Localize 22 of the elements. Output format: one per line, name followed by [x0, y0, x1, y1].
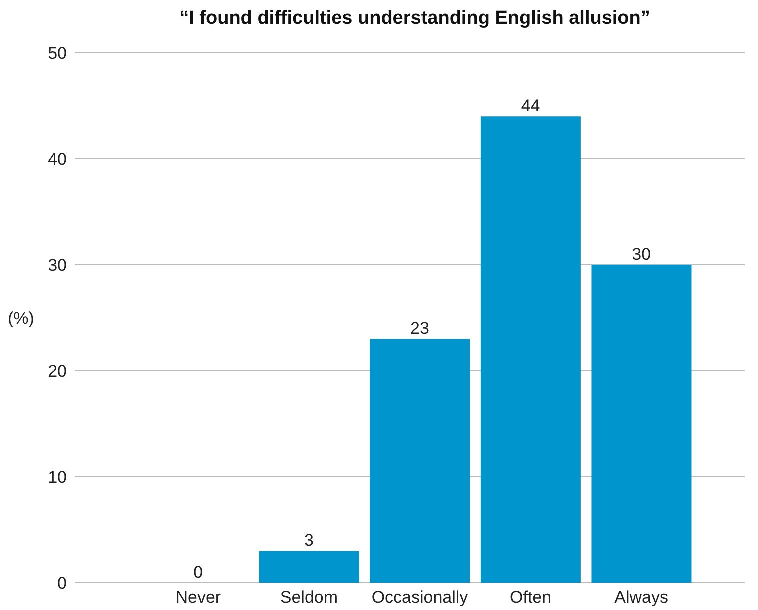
data-label: 44	[521, 96, 540, 116]
bar	[592, 265, 692, 583]
bar	[259, 551, 360, 583]
y-tick-label: 10	[48, 468, 67, 488]
x-tick-label: Often	[510, 588, 552, 608]
data-label: 30	[632, 245, 652, 264]
x-tick-label: Always	[614, 588, 669, 608]
y-tick-label: 20	[48, 362, 67, 382]
bar	[370, 339, 470, 583]
data-label: 0	[194, 563, 204, 582]
x-tick-label: Seldom	[280, 588, 338, 608]
y-tick-label: 0	[58, 574, 67, 594]
data-label: 23	[410, 319, 430, 338]
x-tick-label: Never	[176, 588, 222, 608]
chart-title: “I found difficulties understanding English allusion”	[178, 8, 652, 30]
bar	[480, 116, 581, 583]
data-label: 3	[304, 531, 314, 550]
y-axis-title: (%)	[8, 309, 34, 328]
y-tick-label: 50	[48, 44, 67, 64]
x-tick-label: Occasionally	[372, 588, 469, 608]
y-tick-label: 40	[48, 150, 67, 170]
y-tick-label: 30	[48, 256, 67, 276]
